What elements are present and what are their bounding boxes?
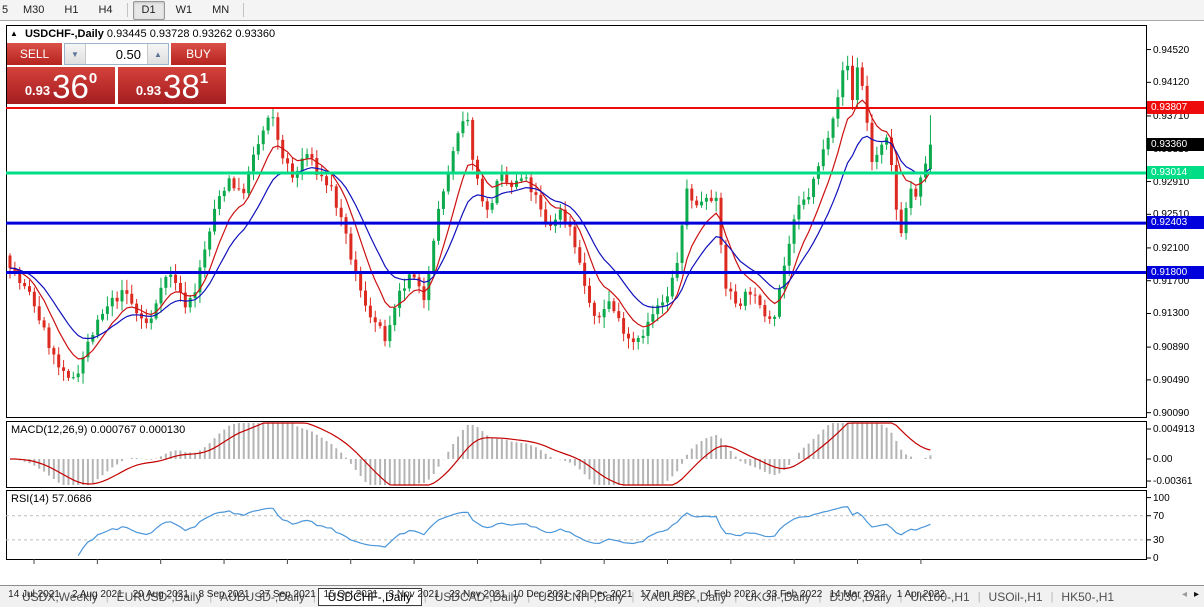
sell-price-big-digits: 36 <box>52 68 89 105</box>
timeframe-button-h1[interactable]: H1 <box>55 1 87 20</box>
rsi-tick-label: 70 <box>1153 510 1165 522</box>
date-tick-label: 8 Sep 2021 <box>198 589 250 600</box>
tab-separator: | <box>631 590 635 603</box>
price-tick-label: 0.91700 <box>1153 275 1190 287</box>
tab-usoil-h1[interactable]: USOil-,H1 <box>988 589 1043 604</box>
date-tick-label: 14 Jul 2021 <box>8 589 60 600</box>
chart-ohlc-values: 0.93445 0.93728 0.93262 0.93360 <box>106 28 276 40</box>
collapse-panel-arrow-icon[interactable]: ▲ <box>10 29 18 38</box>
volume-increase-button[interactable]: ▲ <box>147 44 168 64</box>
tab-scroll-left-icon[interactable]: ◂ <box>1181 589 1187 600</box>
timeframe-button-mn[interactable]: MN <box>203 1 238 20</box>
tab-separator: | <box>818 590 822 603</box>
chart-canvas[interactable] <box>0 21 1204 607</box>
current-price-label: 0.93360 <box>1147 137 1204 151</box>
sell-button[interactable]: SELL <box>7 43 62 65</box>
date-tick-label: 14 Mar 2022 <box>829 589 886 600</box>
volume-value-field[interactable]: 0.50 <box>115 47 141 62</box>
chart-symbol-label: USDCHF-,Daily <box>24 28 104 40</box>
tab-xauusd-daily[interactable]: XAUUSD-,Daily <box>642 589 727 604</box>
tab-separator: | <box>312 590 316 603</box>
tab-usdcnh-daily[interactable]: USDCNH-,Daily <box>538 589 624 604</box>
tab-separator: | <box>977 590 981 603</box>
one-click-trading-panel: SELL ▼ 0.50 ▲ BUY 0.93 36 0 0.93 38 1 <box>7 43 226 104</box>
rsi-tick-label: 30 <box>1153 534 1165 546</box>
macd-tick-label: 0.00 <box>1153 454 1173 465</box>
timeframe-button-h4[interactable]: H4 <box>89 1 121 20</box>
price-tick-label: 0.91300 <box>1153 308 1190 320</box>
macd-label: MACD(12,26,9) 0.000767 0.000130 <box>11 424 186 436</box>
timeframe-button-d1[interactable]: D1 <box>132 0 165 20</box>
date-tick-label: 20 Aug 2021 <box>132 589 189 600</box>
date-tick-label: 4 Feb 2022 <box>705 589 757 600</box>
timeframe-button-5[interactable]: 5 <box>0 1 12 20</box>
volume-stepper: ▼ 0.50 ▲ <box>64 43 169 65</box>
date-tick-label: 10 Dec 2021 <box>512 589 570 600</box>
price-tick-label: 0.90090 <box>1153 407 1190 419</box>
macd-tick-label: 0.004913 <box>1153 424 1195 435</box>
timeframe-button-w1[interactable]: W1 <box>167 1 202 20</box>
date-tick-label: 15 Oct 2021 <box>323 589 378 600</box>
date-tick-label: 2 Aug 2021 <box>72 589 123 600</box>
tab-eurusd-daily[interactable]: EURUSD-,Daily <box>116 589 202 604</box>
tab-separator: | <box>1050 590 1054 603</box>
buy-price-base: 0.93 <box>135 83 162 98</box>
buy-price-big-digits: 38 <box>163 68 200 105</box>
price-tick-label: 0.90890 <box>1153 342 1190 354</box>
price-tick-label: 0.94120 <box>1153 77 1190 89</box>
tab-audusd-daily[interactable]: AUDUSD-,Daily <box>220 589 305 604</box>
tab-scroll-arrows: ◂ ▸ <box>1182 589 1199 600</box>
tab-separator: | <box>423 590 427 603</box>
price-tick-label: 0.94520 <box>1153 44 1190 56</box>
volume-decrease-button[interactable]: ▼ <box>65 44 86 64</box>
toolbar-separator <box>243 3 245 17</box>
chart-region: ▲ USDCHF-,Daily 0.93445 0.93728 0.93262 … <box>0 21 1204 607</box>
buy-price-pipette: 1 <box>199 70 209 87</box>
tab-separator: | <box>899 590 903 603</box>
price-tick-label: 0.92510 <box>1153 209 1190 221</box>
level-price-label: 0.93014 <box>1147 166 1204 179</box>
tab-uk100-h1[interactable]: UK100-,H1 <box>910 589 970 604</box>
timeframe-toolbar: 5 M30 H1 H4 D1 W1 MN <box>0 0 1204 21</box>
tab-separator: | <box>734 590 738 603</box>
date-tick-label: 23 Feb 2022 <box>766 589 823 600</box>
date-tick-label: 29 Dec 2021 <box>575 589 633 600</box>
tab-ukoil-daily[interactable]: UKOil-,Daily <box>745 589 811 604</box>
tab-scroll-right-icon[interactable]: ▸ <box>1193 589 1199 600</box>
price-tick-label: 0.90490 <box>1153 374 1190 386</box>
rsi-tick-label: 0 <box>1153 553 1159 564</box>
sell-price-pipette: 0 <box>88 70 98 87</box>
date-tick-label: 27 Sep 2021 <box>259 589 316 600</box>
date-tick-label: 22 Nov 2021 <box>449 589 506 600</box>
tab-usdx-weekly[interactable]: USDX,Weekly <box>22 589 98 604</box>
price-tick-label: 0.92100 <box>1153 242 1190 254</box>
price-tick-label: 0.92910 <box>1153 176 1190 188</box>
sell-price-button[interactable]: 0.93 36 0 <box>7 67 115 104</box>
buy-button[interactable]: BUY <box>171 43 226 65</box>
tab-separator: | <box>209 590 213 603</box>
buy-price-button[interactable]: 0.93 38 1 <box>118 67 226 104</box>
date-tick-label: 17 Jan 2022 <box>639 589 696 600</box>
tab-separator: | <box>527 590 531 603</box>
date-tick-label: 3 Nov 2021 <box>388 589 440 600</box>
toolbar-separator <box>126 3 128 17</box>
level-price-label: 0.93807 <box>1147 101 1204 114</box>
timeframe-button-m30[interactable]: M30 <box>14 1 53 20</box>
macd-tick-label: -0.00361 <box>1153 476 1193 488</box>
chart-tab-bar: USDX,Weekly | EURUSD-,Daily | AUDUSD-,Daily |… <box>0 585 1204 607</box>
tab-separator: | <box>105 590 109 603</box>
level-price-label: 0.91800 <box>1147 265 1204 279</box>
level-price-label: 0.92403 <box>1147 216 1204 230</box>
tab-dj30-daily[interactable]: DJ30-,Daily <box>829 589 892 604</box>
date-tick-label: 1 Apr 2022 <box>896 589 946 600</box>
chart-title: ▲ USDCHF-,Daily 0.93445 0.93728 0.93262 … <box>10 28 275 40</box>
rsi-label: RSI(14) 57.0686 <box>11 493 92 505</box>
sell-price-base: 0.93 <box>24 83 51 98</box>
tab-usdcad-daily[interactable]: USDCAD-,Daily <box>434 589 520 604</box>
rsi-tick-label: 100 <box>1153 492 1170 504</box>
tab-hk50-h1[interactable]: HK50-,H1 <box>1061 589 1115 604</box>
price-tick-label: 0.93710 <box>1153 110 1190 122</box>
tab-usdchf-daily[interactable]: USDCHF-,Daily <box>317 587 422 606</box>
